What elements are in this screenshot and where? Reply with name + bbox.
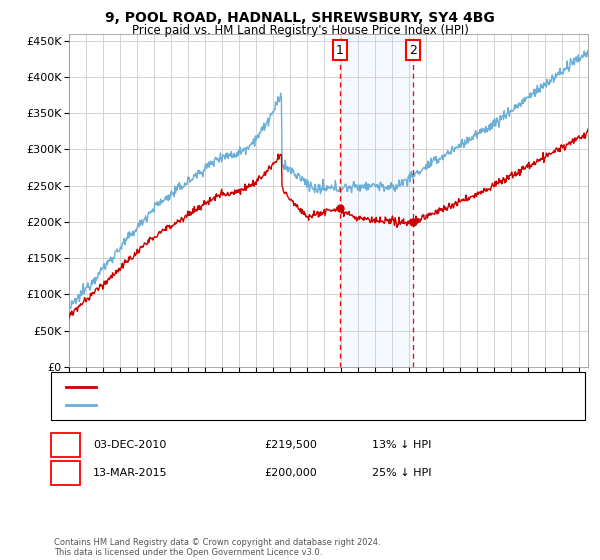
Text: Price paid vs. HM Land Registry's House Price Index (HPI): Price paid vs. HM Land Registry's House … — [131, 24, 469, 36]
Bar — [340, 34, 413, 367]
Text: 13% ↓ HPI: 13% ↓ HPI — [372, 440, 431, 450]
Text: Contains HM Land Registry data © Crown copyright and database right 2024.
This d: Contains HM Land Registry data © Crown c… — [54, 538, 380, 557]
Text: 2: 2 — [409, 44, 416, 57]
Text: 03-DEC-2010: 03-DEC-2010 — [93, 440, 166, 450]
Text: £200,000: £200,000 — [264, 468, 317, 478]
Text: 25% ↓ HPI: 25% ↓ HPI — [372, 468, 431, 478]
Text: 13-MAR-2015: 13-MAR-2015 — [93, 468, 167, 478]
Text: 2: 2 — [62, 468, 69, 478]
Text: 9, POOL ROAD, HADNALL, SHREWSBURY, SY4 4BG: 9, POOL ROAD, HADNALL, SHREWSBURY, SY4 4… — [105, 11, 495, 25]
Text: HPI: Average price, detached house, Shropshire: HPI: Average price, detached house, Shro… — [105, 400, 354, 410]
Text: £219,500: £219,500 — [264, 440, 317, 450]
Text: 1: 1 — [336, 44, 344, 57]
Text: 9, POOL ROAD, HADNALL, SHREWSBURY, SY4 4BG (detached house): 9, POOL ROAD, HADNALL, SHREWSBURY, SY4 4… — [105, 382, 461, 392]
Text: 1: 1 — [62, 440, 69, 450]
